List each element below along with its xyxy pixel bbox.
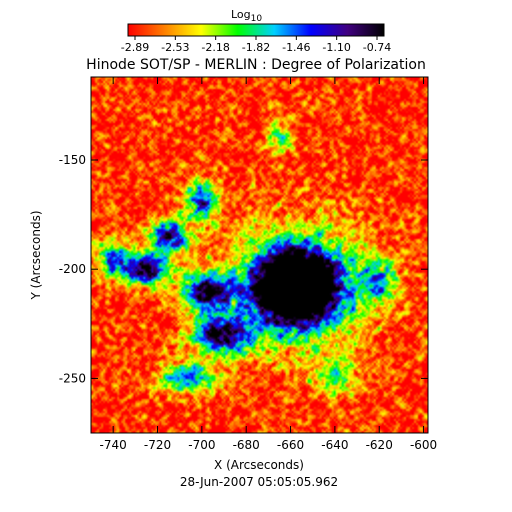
y-axis-ticks: -150 -200 -250 xyxy=(59,153,428,385)
colorbar-tick-label: -1.10 xyxy=(322,41,350,54)
y-tick-label: -150 xyxy=(59,153,86,167)
y-tick-label: -250 xyxy=(59,371,86,385)
colorbar-tick-label: -0.74 xyxy=(363,41,391,54)
colorbar-tick-label: -2.53 xyxy=(161,41,189,54)
plot-frame xyxy=(90,76,429,434)
plot-area: -740 -720 -700 -680 -660 -640 -620 -600 -150 -20… xyxy=(59,76,437,452)
x-tick-label: -720 xyxy=(144,438,171,452)
x-axis-ticks: -740 -720 -700 -680 -660 -640 -620 -600 xyxy=(100,77,437,452)
x-tick-label: -620 xyxy=(366,438,393,452)
x-tick-label: -680 xyxy=(233,438,260,452)
x-tick-label: -600 xyxy=(410,438,437,452)
colorbar xyxy=(127,23,385,37)
colorbar-tick-label: -2.89 xyxy=(121,41,149,54)
y-tick-label: -200 xyxy=(59,262,86,276)
x-tick-label: -640 xyxy=(321,438,348,452)
colorbar-ticks: -2.89 -2.53 -2.18 -1.82 -1.46 -1.10 -0.74 xyxy=(121,36,391,54)
y-axis-label: Y (Arcseconds) xyxy=(29,210,43,300)
colorbar-label-subscript: 10 xyxy=(251,14,263,24)
colorbar-tick-label: -1.82 xyxy=(242,41,270,54)
x-tick-label: -740 xyxy=(100,438,127,452)
timestamp: 28-Jun-2007 05:05:05.962 xyxy=(180,475,338,489)
x-axis-label: X (Arcseconds) xyxy=(214,458,304,472)
x-tick-label: -660 xyxy=(277,438,304,452)
heatmap-image xyxy=(91,77,428,433)
colorbar-label: Log10 xyxy=(231,8,262,24)
colorbar-tick-label: -1.46 xyxy=(282,41,310,54)
chart-title: Hinode SOT/SP - MERLIN : Degree of Polar… xyxy=(86,57,426,73)
colorbar-tick-label: -2.18 xyxy=(201,41,229,54)
x-tick-label: -700 xyxy=(188,438,215,452)
